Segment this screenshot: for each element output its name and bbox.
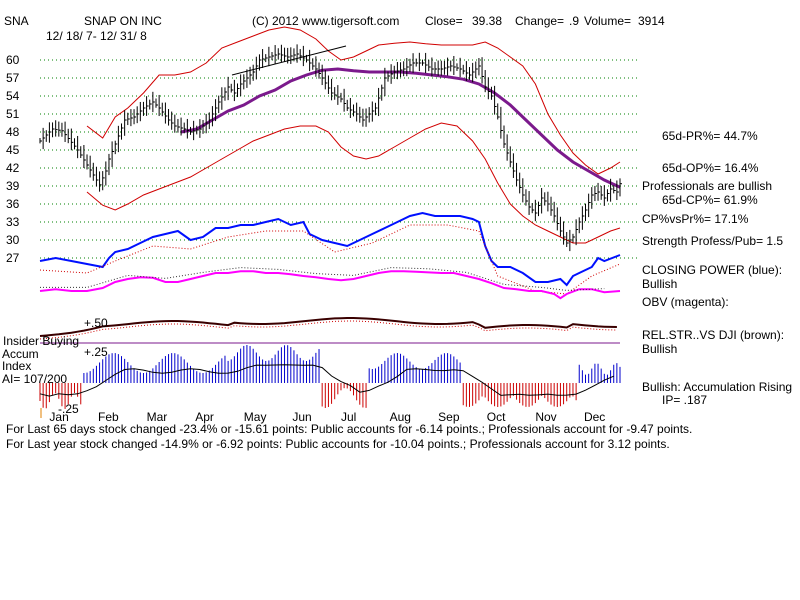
month-label: Sep: [438, 410, 460, 424]
month-label: Jun: [292, 410, 311, 424]
closing-power-line: [39, 211, 621, 287]
cp-readout: 65d-CP%= 61.9%: [662, 193, 758, 207]
close-value: 39.38: [472, 14, 502, 28]
y-tick-label: 48: [6, 125, 20, 139]
rel-strength-status: Bullish: [642, 342, 677, 356]
volume-label: Volume=: [584, 14, 631, 28]
plus-25-label: +.25: [84, 345, 108, 359]
index-label: Index: [2, 359, 31, 373]
y-tick-label: 30: [6, 233, 20, 247]
y-tick-label: 27: [6, 251, 20, 265]
bollinger-bands: [86, 26, 621, 244]
obv-label: OBV (magenta):: [642, 295, 729, 309]
month-axis: Jan Feb Mar Apr May Jun Jul Aug Sep Oct Nov Dec: [49, 410, 605, 424]
y-tick-label: 51: [6, 107, 20, 121]
change-label: Change=: [515, 14, 564, 28]
month-label: Apr: [195, 410, 214, 424]
close-label: Close=: [425, 14, 463, 28]
month-label: Nov: [535, 410, 556, 424]
month-label: Feb: [98, 410, 119, 424]
price-gridlines: [40, 59, 638, 259]
y-tick-label: 57: [6, 71, 20, 85]
strength-readout: Strength Profess/Pub= 1.5: [642, 234, 783, 248]
price-axis: 60 57 54 51 48 45 42 39 36 33 30 27: [6, 53, 20, 265]
price-bars: [39, 44, 622, 252]
footer-line-65d: For Last 65 days stock changed -23.4% or…: [6, 422, 692, 436]
professionals-readout: Professionals are bullish: [642, 179, 772, 193]
plus-50-label: +.50: [84, 316, 108, 330]
y-tick-label: 36: [6, 197, 20, 211]
y-tick-label: 54: [6, 89, 20, 103]
obv-ma-line: [40, 267, 605, 291]
accumulation-ma-line: [39, 364, 614, 397]
closing-power-label: CLOSING POWER (blue):: [642, 263, 782, 277]
lower-band: [86, 122, 621, 244]
y-tick-label: 42: [6, 161, 20, 175]
op-readout: 65d-OP%= 16.4%: [662, 161, 759, 175]
accumulation-status: Bullish: Accumulation Rising: [642, 380, 792, 394]
footer-line-year: For Last year stock changed -14.9% or -6…: [6, 437, 670, 451]
date-range: 12/ 18/ 7- 12/ 31/ 8: [46, 29, 147, 43]
month-label: Mar: [147, 410, 168, 424]
month-label: Aug: [390, 410, 411, 424]
month-label: Dec: [584, 410, 605, 424]
cp-vs-pr-readout: CP%vsPr%= 17.1%: [642, 212, 749, 226]
rel-strength-label: REL.STR..VS DJI (brown):: [642, 328, 784, 342]
y-tick-label: 39: [6, 179, 20, 193]
trend-line: [231, 45, 347, 76]
y-tick-label: 33: [6, 215, 20, 229]
ip-readout: IP= .187: [662, 393, 707, 407]
y-tick-label: 60: [6, 53, 20, 67]
accumulation-histogram: [39, 345, 621, 409]
insider-buying-label: Insider Buying: [3, 334, 79, 348]
copyright: (C) 2012 www.tigersoft.com: [252, 14, 399, 28]
month-label: Jan: [49, 410, 68, 424]
volume-value: 3914: [638, 14, 665, 28]
ai-value: AI= 107/200: [2, 372, 67, 386]
closing-power-status: Bullish: [642, 277, 677, 291]
upper-band: [86, 26, 621, 175]
ticker: SNA: [4, 14, 29, 28]
closing-power-ma-line: [39, 224, 621, 295]
month-label: May: [244, 410, 267, 424]
minus-25-label: -.25: [58, 402, 79, 416]
relative-strength-line: [39, 317, 617, 337]
y-tick-label: 45: [6, 143, 20, 157]
change-value: .9: [569, 14, 579, 28]
company-name: SNAP ON INC: [84, 14, 162, 28]
obv-line: [39, 270, 621, 300]
accum-label: Accum: [2, 347, 39, 361]
month-label: Jul: [341, 410, 356, 424]
month-label: Oct: [487, 410, 506, 424]
pr-readout: 65d-PR%= 44.7%: [662, 129, 758, 143]
